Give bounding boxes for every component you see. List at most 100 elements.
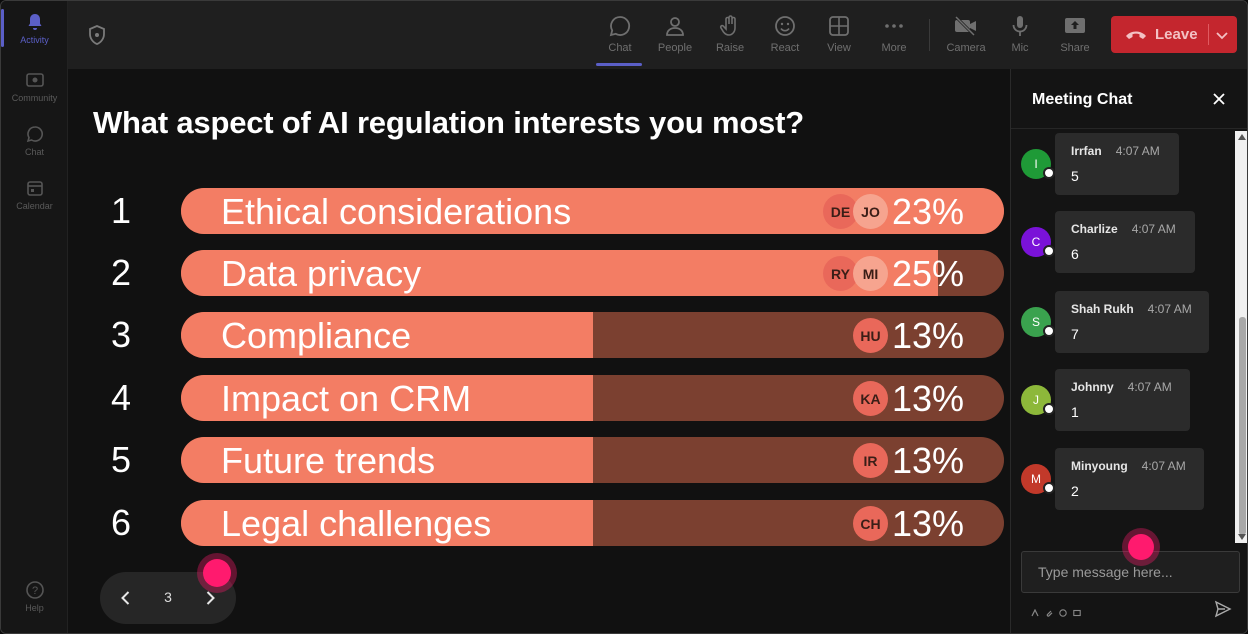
scroll-up-arrow-icon[interactable]: [1238, 134, 1246, 140]
poll-option-row: 2 Data privacy RY MI 25%: [98, 250, 1004, 298]
option-number: 6: [110, 502, 132, 543]
poll-results: What aspect of AI regulation interests y…: [68, 69, 1010, 633]
sender-name: Charlize: [1071, 222, 1118, 236]
leave-button[interactable]: Leave: [1111, 16, 1237, 53]
voter-avatar: CH: [853, 506, 888, 541]
chat-message: I Irrfan 4:07 AM 5: [1021, 133, 1221, 197]
send-icon[interactable]: [1214, 600, 1232, 618]
result-bar-fill: [181, 500, 593, 546]
chevron-right-icon[interactable]: [200, 588, 220, 608]
voter-avatar: IR: [853, 443, 888, 478]
message-text: 7: [1071, 326, 1079, 342]
toolbar-camera-button[interactable]: Camera: [940, 1, 992, 69]
sender-name: Minyoung: [1071, 459, 1128, 473]
result-bar: Legal challenges CH 13%: [181, 500, 1004, 546]
toolbar-label: Camera: [946, 42, 986, 54]
more-icon: [881, 13, 907, 39]
option-number: 5: [110, 439, 132, 480]
sender-name: Shah Rukh: [1071, 302, 1134, 316]
format-toolbar: [1031, 604, 1081, 617]
chat-icon: [607, 13, 633, 39]
sender-name: Johnny: [1071, 380, 1114, 394]
voter-avatar: RY: [823, 256, 858, 291]
option-label: Data privacy: [221, 253, 422, 294]
voter-avatar: KA: [853, 381, 888, 416]
attach-icon[interactable]: [1045, 604, 1053, 617]
toolbar-raise-button[interactable]: Raise: [704, 1, 756, 69]
toolbar-chat-button[interactable]: Chat: [594, 1, 646, 69]
emoji-icon[interactable]: [1059, 604, 1067, 617]
message-timestamp: 4:07 AM: [1115, 144, 1160, 158]
result-bar-fill: [181, 250, 939, 296]
message-timestamp: 4:07 AM: [1131, 222, 1176, 236]
toolbar-label: Mic: [1011, 42, 1029, 54]
option-percentage: 25%: [891, 253, 964, 294]
option-label: Ethical considerations: [221, 191, 572, 232]
camera-off-icon: [953, 13, 979, 39]
rail-item-chat[interactable]: Chat: [1, 113, 68, 165]
chevron-down-icon[interactable]: [1215, 28, 1229, 42]
scroll-down-arrow-icon[interactable]: [1238, 534, 1246, 540]
toolbar-more-button[interactable]: More: [868, 1, 920, 69]
toolbar-divider: [929, 19, 930, 51]
pointer-highlight: [1128, 534, 1154, 560]
option-label: Legal challenges: [221, 503, 492, 544]
rail-item-community[interactable]: Community: [1, 59, 68, 111]
poll-option-row: 1 Ethical considerations DE JO 23%: [98, 188, 1004, 236]
option-number: 2: [110, 252, 132, 293]
rail-item-activity[interactable]: Activity: [1, 1, 68, 53]
chat-message: C Charlize 4:07 AM 6: [1021, 211, 1221, 275]
format-icon[interactable]: [1031, 604, 1039, 617]
poll-question: What aspect of AI regulation interests y…: [93, 105, 804, 140]
raise-hand-icon: [717, 13, 743, 39]
close-icon[interactable]: [1211, 91, 1227, 107]
page-number: 3: [164, 589, 172, 605]
toolbar-view-button[interactable]: View: [813, 1, 865, 69]
avatar[interactable]: M: [1021, 464, 1051, 494]
result-bar: Ethical considerations DE JO 23%: [181, 188, 1004, 234]
rail-item-calendar[interactable]: Calendar: [1, 167, 68, 219]
share-icon: [1062, 13, 1088, 39]
option-number: 3: [110, 314, 132, 355]
toolbar-mic-button[interactable]: Mic: [994, 1, 1046, 69]
toolbar-share-button[interactable]: Share: [1049, 1, 1101, 69]
react-icon: [772, 13, 798, 39]
message-text: 5: [1071, 168, 1079, 184]
scrollbar-thumb[interactable]: [1239, 317, 1246, 535]
option-percentage: 13%: [891, 378, 964, 419]
poll-option-row: 3 Compliance HU 13%: [98, 312, 1004, 360]
toolbar-label: People: [657, 42, 693, 54]
leave-label: Leave: [1155, 26, 1198, 43]
result-bar-fill: [181, 312, 593, 358]
chat-title: Meeting Chat: [1032, 91, 1133, 108]
presence-status-icon: [1043, 245, 1055, 257]
chat-message: J Johnny 4:07 AM 1: [1021, 369, 1221, 433]
avatar[interactable]: I: [1021, 149, 1051, 179]
presence-status-icon: [1043, 482, 1055, 494]
rail-item-help[interactable]: ? Help: [1, 569, 68, 621]
left-rail: Activity Community Chat Calendar ? Help: [1, 1, 68, 633]
toolbar-react-button[interactable]: React: [759, 1, 811, 69]
presence-status-icon: [1043, 325, 1055, 337]
message-bubble: Shah Rukh 4:07 AM 7: [1055, 291, 1209, 353]
chat-message-input[interactable]: [1021, 551, 1240, 593]
option-percentage: 13%: [891, 440, 964, 481]
shield-icon[interactable]: [88, 25, 106, 45]
gif-icon[interactable]: [1073, 604, 1081, 617]
option-label: Compliance: [221, 315, 412, 356]
chat-scrollbar[interactable]: [1235, 131, 1247, 543]
message-text: 2: [1071, 483, 1079, 499]
calendar-icon: [24, 177, 46, 199]
voter-avatar: MI: [853, 256, 888, 291]
result-bar: Future trends IR 13%: [181, 437, 1004, 483]
result-bar: Impact on CRM KA 13%: [181, 375, 1004, 421]
message-text: 1: [1071, 404, 1079, 420]
leave-divider: [1208, 24, 1209, 45]
hang-up-icon: [1125, 28, 1147, 42]
result-bar: Data privacy RY MI 25%: [181, 250, 1004, 296]
option-percentage: 13%: [891, 503, 964, 544]
chevron-left-icon[interactable]: [116, 588, 136, 608]
toolbar-people-button[interactable]: People: [649, 1, 701, 69]
option-number: 4: [110, 377, 132, 418]
